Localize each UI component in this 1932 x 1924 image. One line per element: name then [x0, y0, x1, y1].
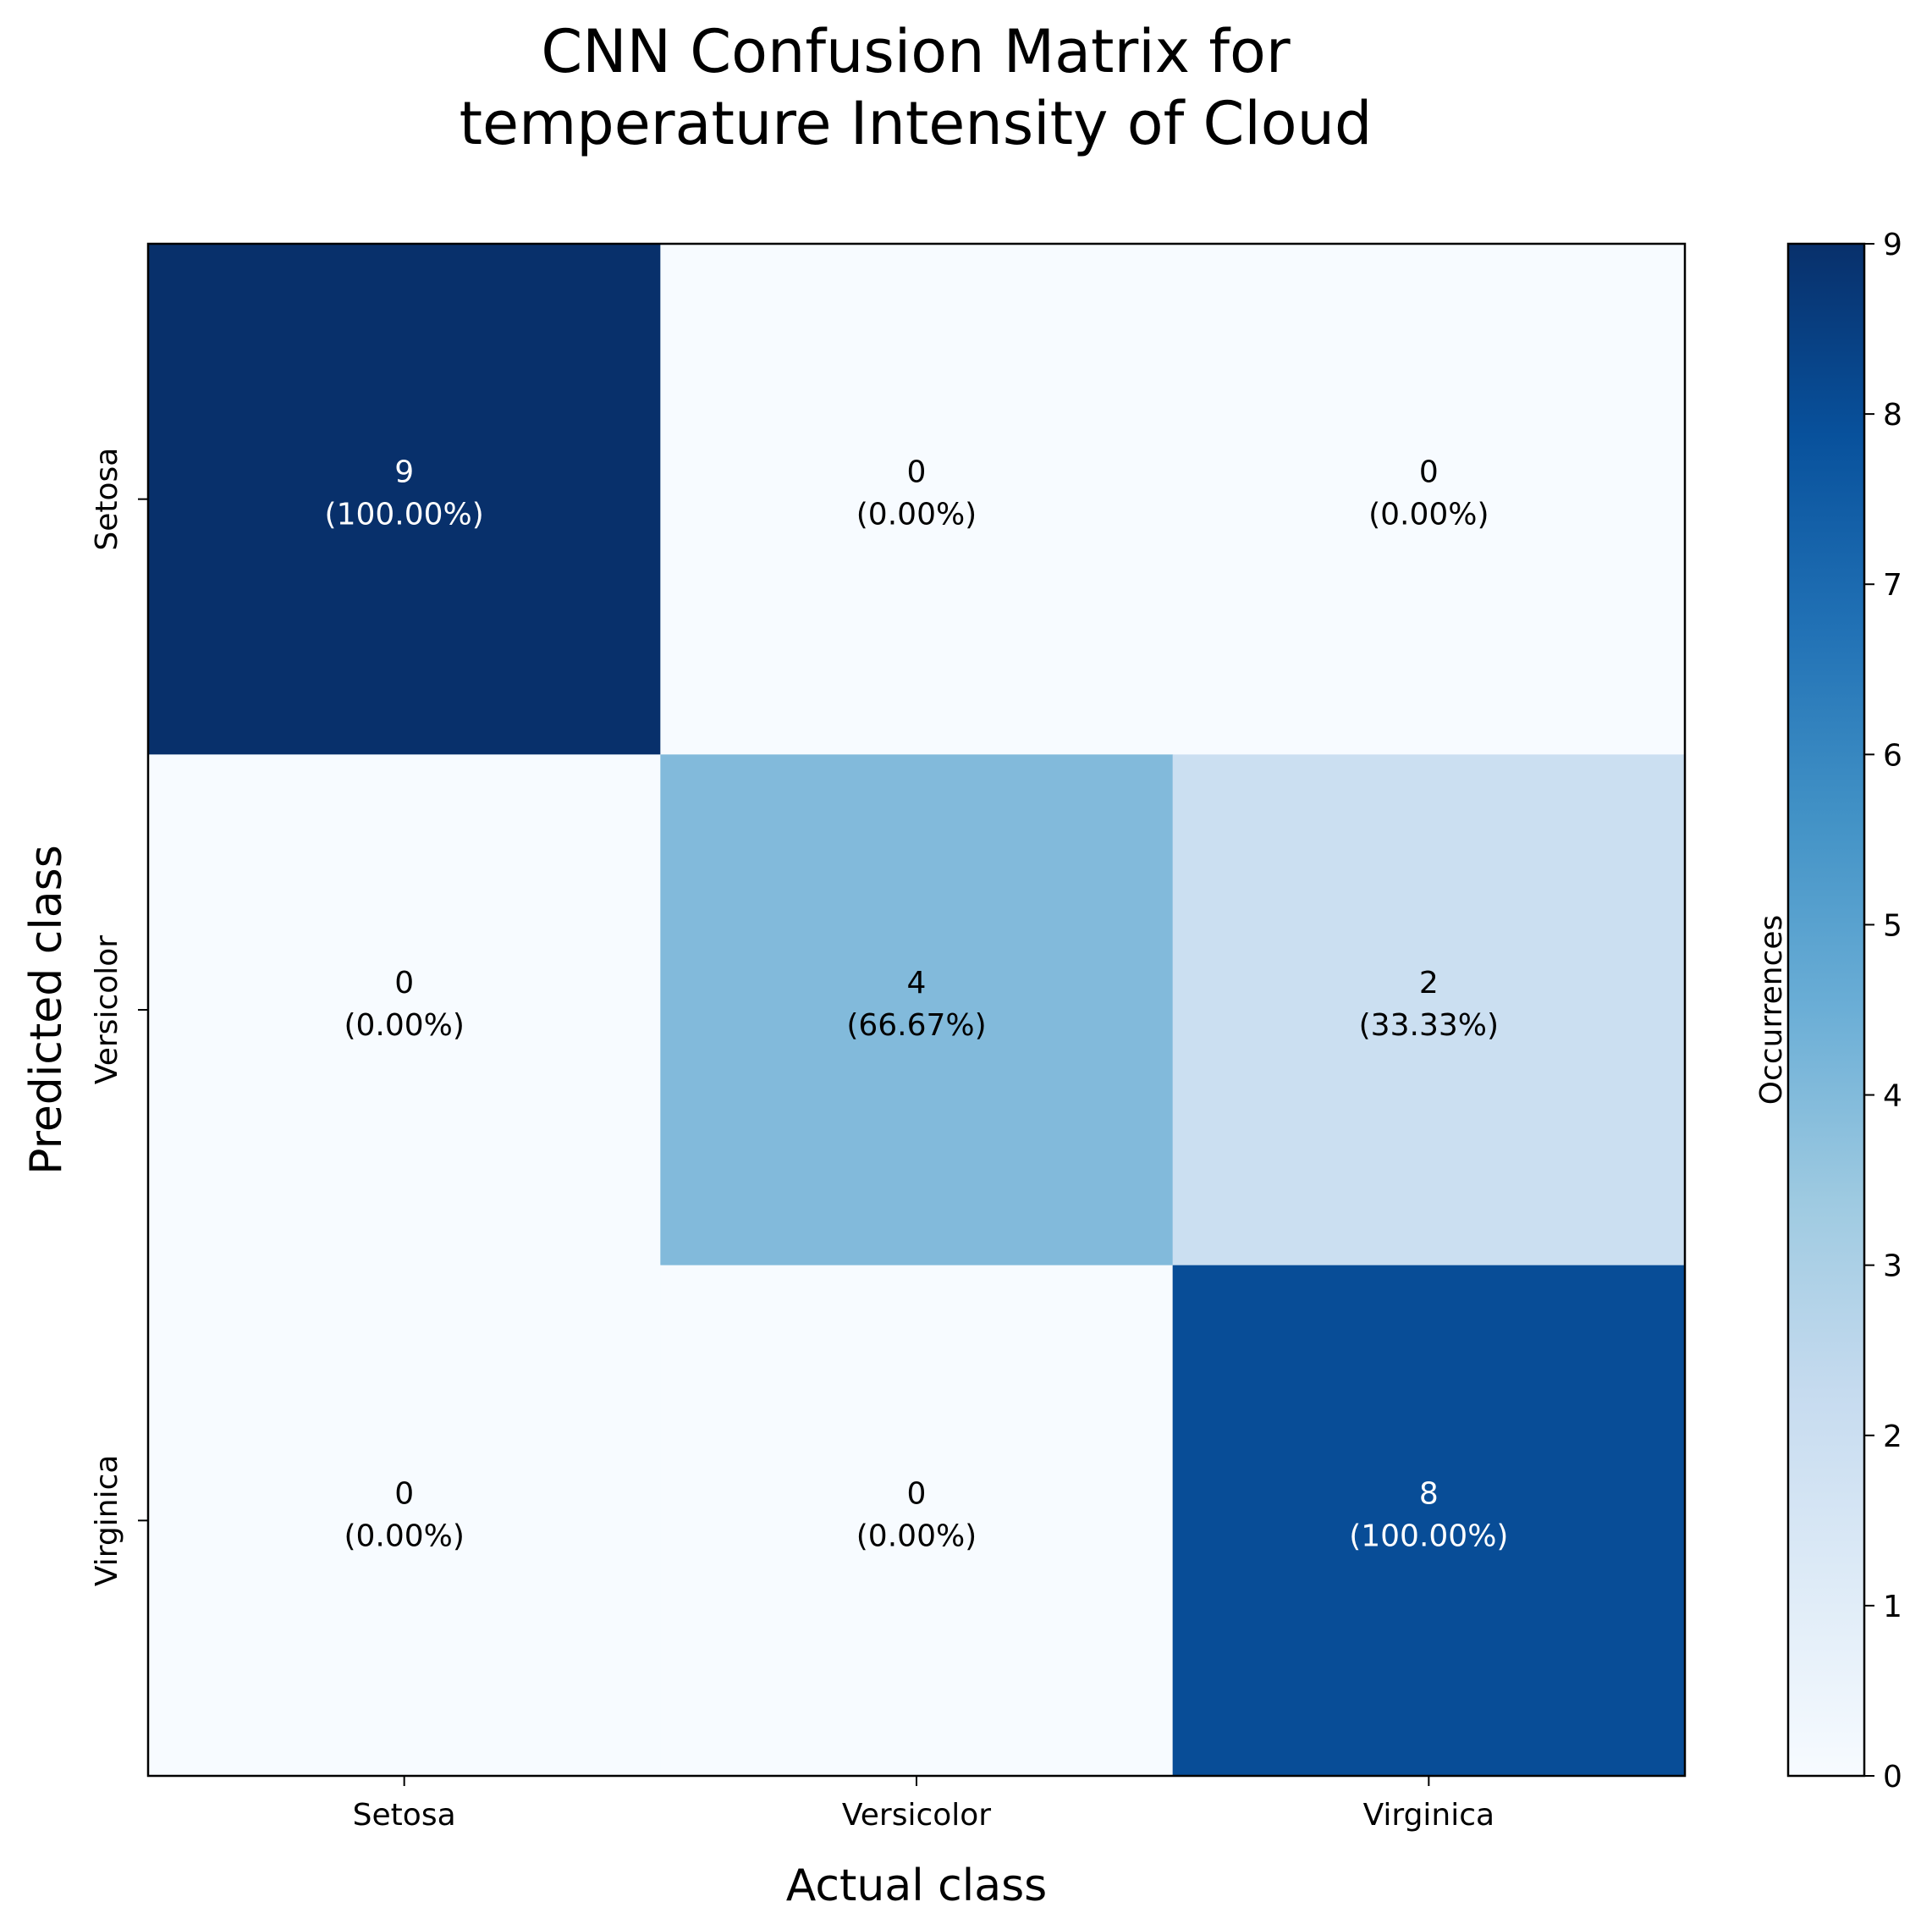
cell-count-label: 0: [394, 966, 414, 1001]
x-tick-label: Setosa: [353, 1798, 456, 1833]
cell-count-label: 0: [394, 1476, 414, 1511]
y-axis-ticks: Setosa Versicolor Virginica: [90, 448, 148, 1586]
heatmap-cell: [148, 1265, 661, 1777]
cell-percent-label: (0.00%): [856, 498, 977, 532]
heatmap-cell: [660, 244, 1174, 755]
cell-count-label: 8: [1419, 1476, 1439, 1511]
colorbar-tick-label: 5: [1883, 908, 1902, 943]
cell-percent-label: (0.00%): [344, 1008, 464, 1043]
colorbar-tick-label: 3: [1883, 1249, 1902, 1284]
x-axis-ticks: Setosa Versicolor Virginica: [353, 1776, 1494, 1833]
cell-percent-label: (0.00%): [1368, 498, 1489, 532]
cell-percent-label: (0.00%): [344, 1519, 464, 1553]
heatmap-cell: [1172, 244, 1686, 755]
heatmap-cell: [1172, 754, 1686, 1266]
cell-percent-label: (66.67%): [846, 1008, 986, 1043]
cell-percent-label: (100.00%): [325, 498, 484, 532]
cell-percent-label: (33.33%): [1359, 1008, 1499, 1043]
y-axis-label: Predicted class: [21, 845, 72, 1175]
x-axis-label: Actual class: [786, 1861, 1048, 1911]
y-tick-label: Versicolor: [90, 935, 124, 1084]
x-tick-label: Versicolor: [842, 1798, 991, 1833]
cell-count-label: 0: [1419, 455, 1439, 490]
heatmap-cells: 9 (100.00%) 0 (0.00%) 0 (0.00%) 0 (0.00%) 4 (66.6…: [148, 244, 1686, 1777]
colorbar: [1786, 242, 1866, 1778]
x-tick-label: Virginica: [1363, 1798, 1495, 1833]
colorbar-tick-label: 2: [1883, 1420, 1902, 1454]
cell-count-label: 4: [907, 966, 927, 1001]
cell-count-label: 9: [394, 455, 414, 490]
chart-title-line-1: CNN Confusion Matrix for: [541, 17, 1290, 86]
colorbar-tick-label: 8: [1883, 398, 1902, 433]
heatmap-cell: [148, 754, 661, 1266]
cell-percent-label: (0.00%): [856, 1519, 977, 1553]
colorbar-ticks: 0 1 2 3 4 5 6 7 8 9: [1864, 228, 1902, 1794]
cell-percent-label: (100.00%): [1349, 1519, 1508, 1553]
heatmap-cell: [660, 754, 1174, 1266]
colorbar-tick-label: 0: [1883, 1760, 1902, 1794]
heatmap-cell: [1172, 1265, 1686, 1777]
colorbar-tick-label: 9: [1883, 228, 1902, 262]
colorbar-tick-label: 6: [1883, 738, 1902, 773]
heatmap-cell: [660, 1265, 1174, 1777]
cell-count-label: 0: [907, 455, 927, 490]
heatmap-cell: [148, 244, 661, 755]
cell-count-label: 0: [907, 1476, 927, 1511]
colorbar-tick-label: 4: [1883, 1079, 1902, 1114]
colorbar-tick-label: 7: [1883, 568, 1902, 603]
y-tick-label: Virginica: [90, 1455, 124, 1587]
y-tick-label: Setosa: [90, 448, 124, 551]
cell-count-label: 2: [1419, 966, 1439, 1001]
colorbar-label: Occurrences: [1754, 915, 1789, 1105]
chart-title-line-2: temperature Intensity of Cloud: [460, 89, 1373, 158]
colorbar-tick-label: 1: [1883, 1590, 1902, 1624]
